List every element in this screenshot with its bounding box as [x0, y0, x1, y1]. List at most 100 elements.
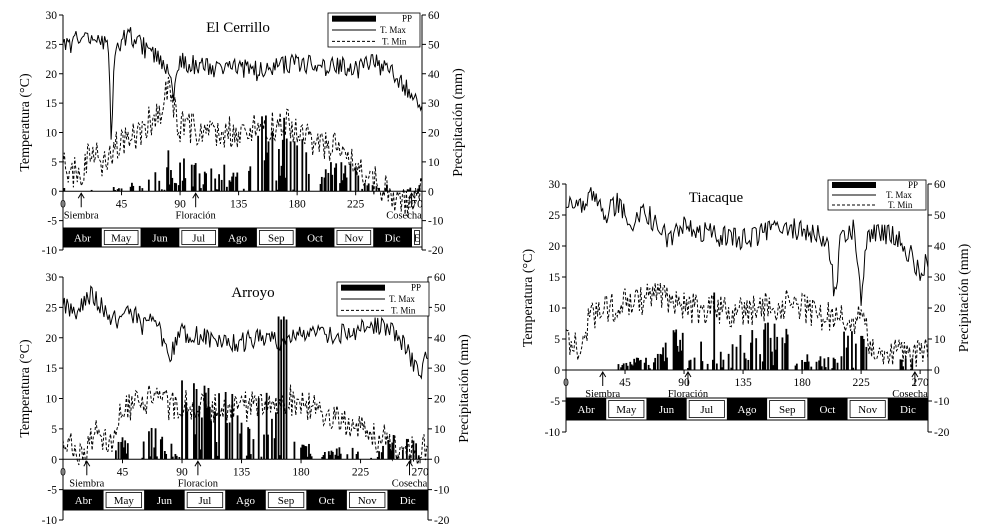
- x-tick-label: 270: [406, 198, 424, 210]
- pp-bar: [701, 361, 704, 370]
- pp-bar: [806, 354, 809, 370]
- pp-bar: [215, 189, 218, 192]
- pp-bar: [284, 177, 287, 192]
- pp-bar: [330, 450, 333, 460]
- pp-bar: [784, 343, 786, 370]
- pp-bar: [343, 173, 345, 192]
- pp-bar: [324, 169, 327, 192]
- pp-bar: [116, 189, 119, 192]
- legend-label-tmin: T. Min: [382, 36, 407, 46]
- month-box: [849, 400, 886, 418]
- pp-bar: [750, 342, 752, 370]
- pp-bar: [727, 353, 730, 370]
- pp-bar: [327, 172, 330, 192]
- pp-bar: [90, 189, 93, 192]
- legend-swatch-pp: [832, 182, 876, 188]
- pp-bar: [181, 380, 183, 460]
- y-left-tick-label: 20: [549, 241, 561, 253]
- pp-bar: [781, 337, 784, 370]
- month-box: [807, 398, 848, 420]
- pp-bar: [687, 367, 689, 370]
- annotation-arrowhead: [408, 192, 416, 199]
- pp-bar: [339, 183, 341, 192]
- pp-bar: [292, 189, 295, 192]
- pp-bar: [154, 428, 157, 460]
- pp-bar: [824, 367, 827, 370]
- y-right-tick-label: 60: [934, 179, 946, 191]
- month-box: [295, 228, 335, 247]
- pp-bar: [305, 152, 308, 192]
- pp-bar: [277, 316, 280, 460]
- pp-bar: [827, 357, 830, 370]
- pp-bar: [807, 361, 810, 370]
- pp-bar: [785, 328, 788, 370]
- pp-bar: [382, 445, 384, 460]
- y-right-tick-label: -20: [934, 427, 950, 439]
- pp-bar: [805, 361, 807, 370]
- month-label: Nov: [344, 233, 363, 245]
- pp-bar: [715, 363, 718, 370]
- month-box: [105, 492, 143, 508]
- pp-bar: [904, 358, 907, 370]
- month-box: [306, 490, 347, 510]
- y-left-tick-label: -5: [550, 396, 560, 408]
- pp-bar: [265, 392, 268, 460]
- pp-bar: [193, 383, 195, 460]
- pp-bar: [689, 359, 692, 370]
- pp-bar: [339, 453, 342, 460]
- pp-bar: [747, 359, 750, 370]
- pp-bar: [245, 455, 248, 460]
- pp-bar: [309, 453, 312, 460]
- pp-bar: [63, 188, 66, 192]
- pp-bar: [223, 164, 226, 192]
- month-label: Oct: [819, 404, 835, 416]
- pp-bar: [280, 165, 283, 192]
- y-right-tick-label: 20: [428, 128, 440, 140]
- pp-bar: [622, 363, 625, 370]
- pp-bar: [625, 362, 628, 370]
- x-tick-label: 180: [793, 377, 811, 389]
- tmax-line: [62, 285, 429, 380]
- pp-bar: [739, 334, 742, 370]
- pp-bar: [345, 177, 348, 192]
- y-right-tick-label: 0: [428, 186, 434, 198]
- y-right-tick-label: 0: [434, 454, 440, 466]
- x-tick-label: 135: [230, 198, 248, 210]
- annotation-arrowhead: [194, 460, 202, 467]
- annotation-arrowhead: [77, 192, 85, 199]
- pp-bar: [142, 441, 145, 460]
- month-label: Jun: [659, 404, 675, 416]
- month-label: Nov: [858, 404, 877, 416]
- pp-bar: [121, 437, 124, 460]
- pp-bar: [175, 183, 178, 192]
- month-label: Oct: [319, 495, 335, 507]
- pp-bar: [630, 364, 633, 370]
- pp-bar: [141, 188, 144, 192]
- pp-bar: [786, 334, 789, 370]
- pp-bar: [165, 453, 168, 460]
- pp-bar: [860, 335, 863, 370]
- pp-bar: [840, 356, 843, 370]
- tmin-line: [62, 384, 429, 466]
- pp-bar: [208, 406, 211, 460]
- pp-bar: [755, 338, 758, 370]
- pp-bar: [719, 351, 722, 370]
- y-left-tick-label: 10: [549, 303, 561, 315]
- pp-bar: [279, 175, 282, 192]
- pp-bar: [763, 329, 765, 370]
- x-tick-label: 45: [116, 198, 128, 210]
- pp-bar: [865, 346, 868, 370]
- y-left-tick-label: 30: [46, 272, 58, 284]
- pp-bar: [730, 367, 733, 370]
- x-tick-label: 90: [176, 466, 188, 478]
- pp-bar: [713, 292, 716, 370]
- pp-bar: [149, 456, 152, 460]
- pp-bar: [190, 164, 193, 192]
- pp-bar: [202, 184, 205, 192]
- y-right-tick-label: -20: [428, 245, 444, 257]
- month-box: [181, 230, 217, 245]
- pp-bar: [626, 365, 629, 370]
- pp-bar: [711, 359, 714, 370]
- pp-bar: [275, 180, 278, 192]
